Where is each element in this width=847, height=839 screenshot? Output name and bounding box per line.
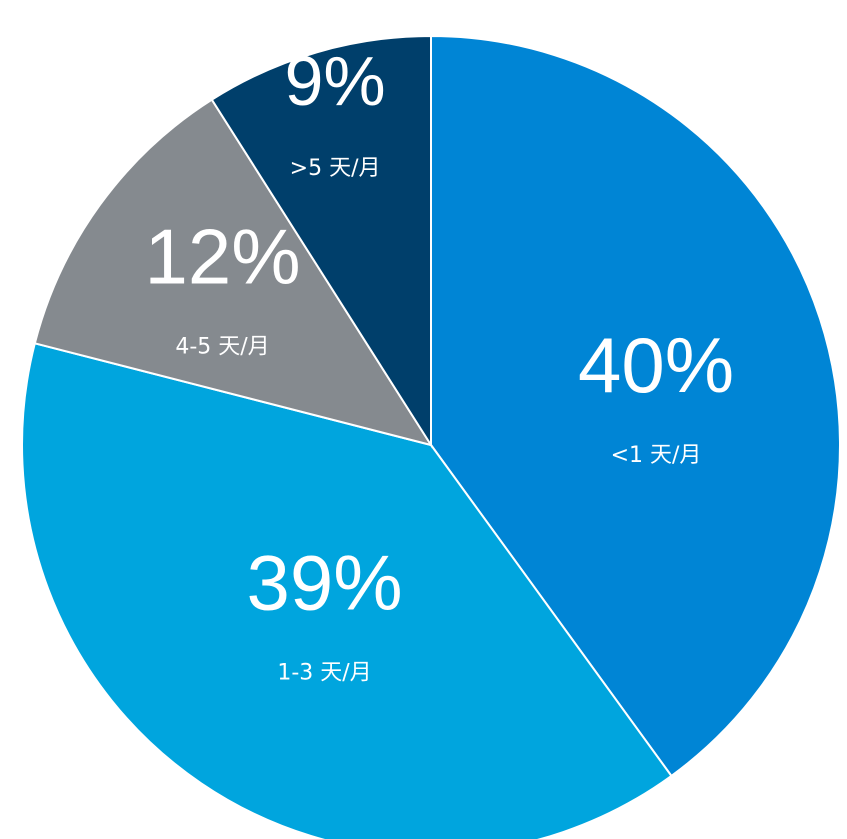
slice-category-label: <1 天/月: [611, 443, 702, 468]
slice-value-label: 12%: [144, 213, 300, 301]
slice-value-label: 40%: [578, 321, 734, 409]
slice-category-label: 4-5 天/月: [175, 335, 269, 360]
pie-slice: [430, 34, 841, 778]
slice-category-label: >5 天/月: [290, 156, 381, 181]
slice-value-label: 9%: [285, 42, 386, 120]
pie-slices: [21, 34, 841, 839]
slice-category-label: 1-3 天/月: [277, 661, 371, 686]
pie-slice: [33, 98, 434, 447]
pie-labels: 40% <1 天/月 39% 1-3 天/月 12% 4-5 天/月 9% >5 天/月: [144, 42, 734, 686]
pie-slice: [210, 34, 432, 449]
slice-value-label: 39%: [246, 539, 402, 627]
